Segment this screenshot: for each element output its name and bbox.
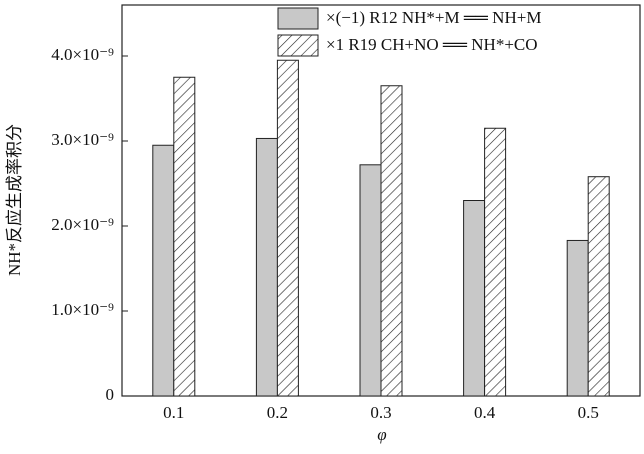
legend-label: ×1 R19 CH+NO ══ NH*+CO	[326, 35, 538, 54]
legend-label: ×(−1) R12 NH*+M ══ NH+M	[326, 8, 541, 27]
legend-swatch	[277, 34, 319, 57]
y-tick-label: 0	[106, 385, 115, 404]
y-tick-label: 4.0×10⁻⁹	[51, 45, 114, 64]
y-tick-label: 2.0×10⁻⁹	[51, 215, 114, 234]
x-axis-label: φ	[377, 425, 386, 444]
bar	[587, 176, 610, 397]
y-tick-label: 1.0×10⁻⁹	[51, 300, 114, 319]
bar	[173, 76, 196, 397]
bar	[255, 137, 278, 397]
bar	[484, 127, 507, 397]
y-axis-label: NH*反应生成率积分	[5, 124, 24, 276]
y-tick-label: 3.0×10⁻⁹	[51, 130, 114, 149]
x-tick-label: 0.1	[163, 403, 184, 422]
bar	[463, 200, 486, 397]
x-tick-label: 0.5	[578, 403, 599, 422]
x-tick-label: 0.2	[267, 403, 288, 422]
bar	[152, 144, 175, 397]
bar	[380, 85, 403, 397]
x-tick-label: 0.3	[370, 403, 391, 422]
legend-swatch	[277, 7, 319, 30]
bar	[566, 239, 589, 397]
bar	[276, 59, 299, 397]
bar	[359, 164, 382, 397]
x-tick-label: 0.4	[474, 403, 496, 422]
